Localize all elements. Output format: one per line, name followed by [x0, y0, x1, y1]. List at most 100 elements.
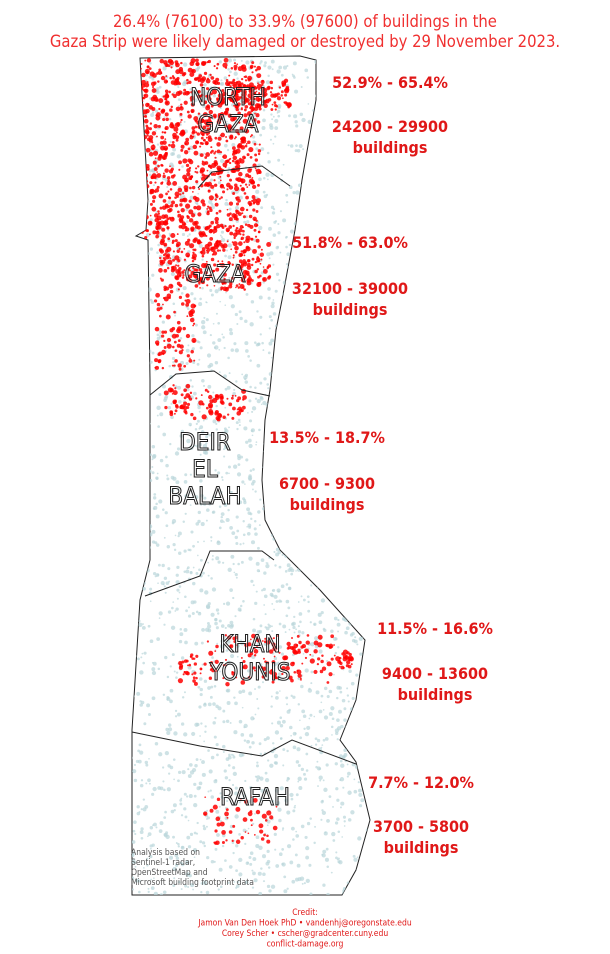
damage-dot — [317, 642, 323, 648]
damage-dot — [179, 198, 184, 203]
building-dot — [186, 567, 189, 570]
building-dot — [252, 135, 256, 139]
damage-dot — [250, 237, 254, 241]
building-dot — [198, 243, 203, 249]
building-dot — [315, 446, 320, 451]
building-dot — [150, 300, 155, 304]
building-dot — [227, 465, 231, 469]
damage-dot — [251, 257, 255, 261]
damage-dot — [175, 69, 181, 75]
building-dot — [144, 329, 147, 332]
building-dot — [345, 626, 350, 631]
building-dot — [214, 716, 217, 720]
building-dot — [159, 893, 163, 895]
building-dot — [254, 688, 256, 690]
damage-dot — [226, 397, 229, 400]
building-dot — [133, 247, 137, 251]
damage-dot — [238, 121, 241, 124]
building-dot — [272, 742, 275, 745]
building-dot — [266, 884, 271, 889]
damage-dot — [215, 77, 220, 82]
building-dot — [339, 759, 343, 763]
building-dot — [238, 310, 242, 314]
building-dot — [189, 424, 192, 427]
building-dot — [320, 818, 323, 821]
building-dot — [213, 735, 217, 739]
building-dot — [353, 778, 356, 781]
building-dot — [226, 148, 230, 152]
damage-dot — [232, 149, 238, 155]
damage-dot — [205, 142, 209, 145]
damage-dot — [204, 813, 207, 816]
building-dot — [266, 252, 271, 257]
building-dot — [292, 625, 296, 630]
building-dot — [244, 319, 248, 324]
damage-dot — [333, 644, 335, 646]
damage-dot — [252, 216, 257, 221]
building-dot — [210, 178, 214, 182]
building-dot — [275, 691, 279, 695]
building-dot — [232, 596, 235, 600]
damage-dot — [167, 259, 173, 265]
building-dot — [332, 839, 336, 842]
damage-dot — [253, 88, 255, 91]
building-dot — [278, 852, 283, 856]
damage-dot — [254, 235, 258, 238]
building-dot — [226, 799, 229, 803]
damage-dot — [242, 215, 246, 219]
building-dot — [132, 524, 137, 529]
damage-dot — [151, 88, 157, 93]
building-dot — [258, 295, 263, 300]
damage-dot — [274, 93, 279, 98]
building-dot — [187, 845, 192, 849]
damage-dot — [237, 143, 243, 148]
building-dot — [283, 396, 288, 400]
building-dot — [225, 601, 231, 606]
damage-dot — [230, 117, 235, 122]
damage-dot — [195, 676, 198, 680]
building-dot — [305, 855, 310, 860]
building-dot — [267, 65, 272, 70]
building-dot — [320, 319, 326, 325]
damage-dot — [198, 282, 201, 285]
building-dot — [277, 672, 282, 677]
building-dot — [300, 595, 303, 598]
building-dot — [240, 560, 244, 564]
damage-dot — [165, 314, 171, 320]
building-dot — [194, 444, 196, 447]
building-dot — [277, 103, 282, 109]
building-dot — [244, 373, 249, 378]
building-dot — [270, 113, 273, 116]
building-dot — [259, 776, 264, 781]
building-dot — [134, 408, 139, 413]
damage-dot — [237, 132, 240, 136]
building-dot — [266, 151, 270, 155]
damage-dot — [179, 193, 182, 196]
damage-dot — [256, 65, 262, 71]
building-dot — [322, 209, 325, 212]
damage-dot — [296, 669, 299, 672]
building-dot — [358, 361, 363, 366]
building-dot — [357, 697, 361, 701]
building-dot — [263, 176, 266, 180]
building-dot — [281, 862, 286, 867]
damage-dot — [221, 94, 225, 98]
building-dot — [322, 738, 326, 742]
building-dot — [198, 302, 203, 307]
building-dot — [244, 880, 249, 885]
damage-dot — [180, 103, 183, 106]
building-dot — [263, 377, 267, 381]
building-dot — [161, 384, 166, 389]
building-dot — [292, 532, 296, 536]
building-dot — [228, 372, 231, 375]
building-dot — [198, 358, 201, 361]
building-dot — [142, 177, 147, 182]
damage-dot — [228, 284, 233, 289]
building-dot — [309, 713, 313, 717]
building-dot — [199, 425, 204, 430]
building-dot — [301, 547, 306, 552]
building-dot — [184, 473, 188, 477]
building-dot — [307, 600, 310, 604]
damage-dot — [191, 68, 196, 74]
building-dot — [138, 619, 141, 623]
